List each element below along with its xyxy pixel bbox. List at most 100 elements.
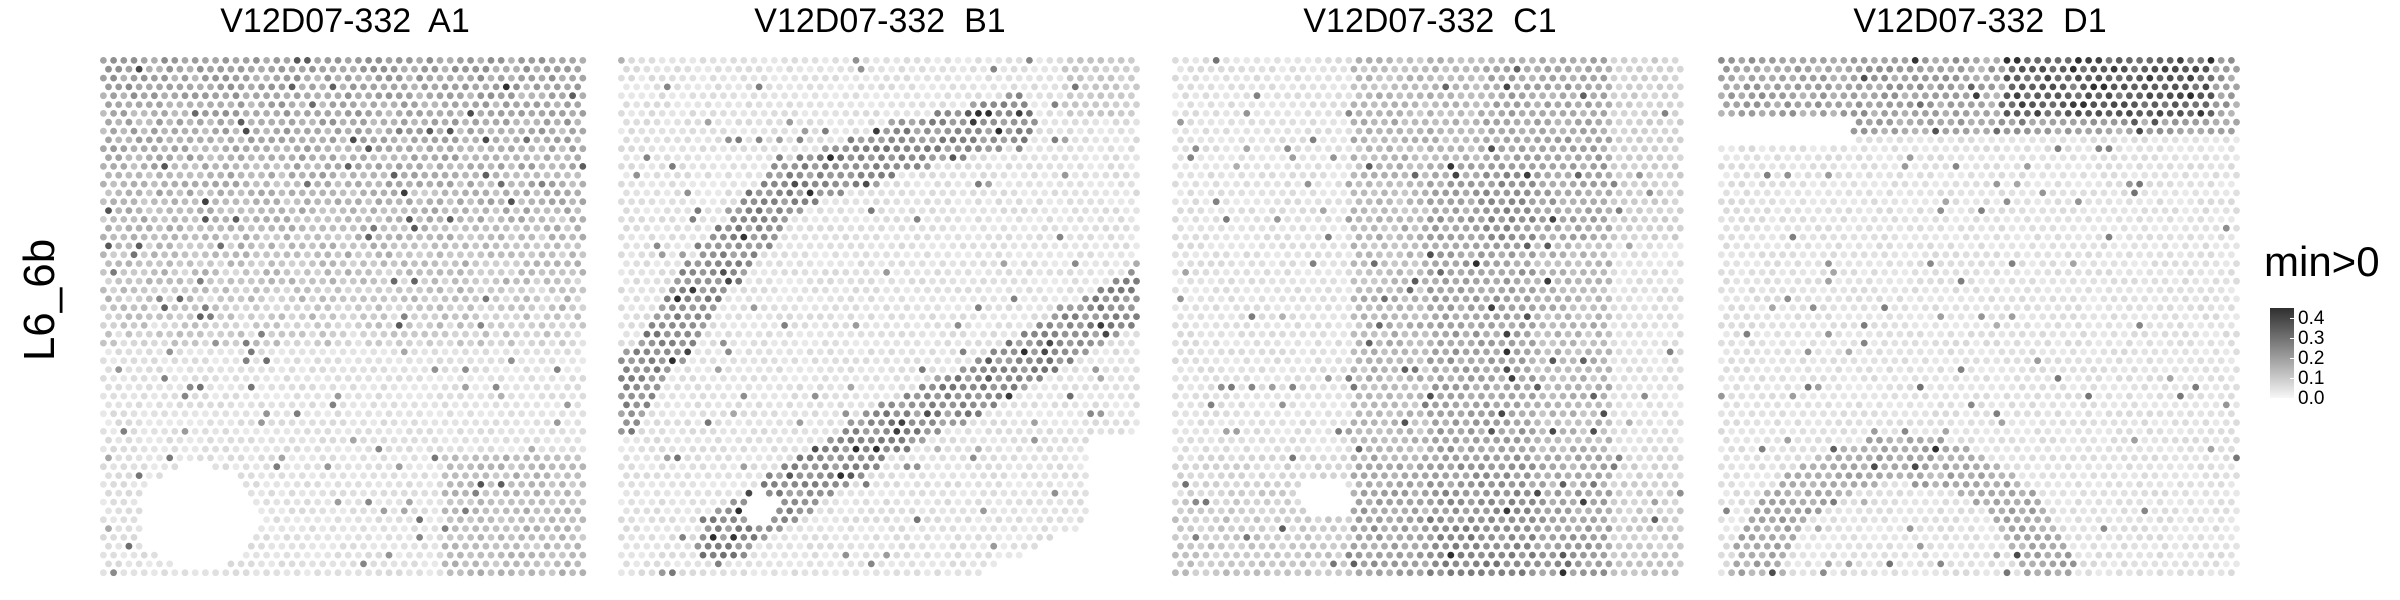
spot-1870 (964, 375, 972, 382)
spot-447 (298, 136, 306, 144)
spot-595 (969, 154, 977, 161)
spot-2217 (867, 436, 875, 444)
spot-1000 (939, 224, 947, 232)
spot-2044 (658, 410, 666, 418)
spot-2122 (939, 419, 947, 426)
spot-342 (196, 118, 204, 126)
spot-1147 (171, 269, 179, 276)
spot-1465 (508, 322, 515, 329)
spot-1806 (110, 392, 117, 400)
spot-1937 (1133, 383, 1140, 391)
spot-681 (806, 171, 814, 179)
spot-2408 (472, 507, 480, 515)
spot-1734 (344, 375, 352, 382)
spot-2166 (862, 428, 870, 435)
spot-2448 (518, 516, 525, 524)
spot-2117 (375, 445, 383, 453)
spot-1121 (1133, 242, 1140, 250)
spot-1856 (135, 401, 143, 409)
spot-778 (283, 198, 291, 206)
spot-1394 (268, 313, 276, 320)
spot-842 (451, 207, 459, 215)
spot-2454 (579, 516, 587, 524)
spot-2302 (518, 481, 525, 488)
spot-2229 (990, 436, 998, 444)
spot-1522 (120, 339, 128, 347)
spot-1792 (451, 383, 459, 391)
spot-287 (949, 101, 957, 108)
spot-2140 (125, 454, 133, 462)
spot-1227 (502, 277, 510, 285)
spot-205 (253, 92, 260, 100)
spot-1756 (842, 357, 850, 365)
spot-906 (135, 224, 143, 232)
spot-1427 (1133, 295, 1140, 303)
spot-1305 (929, 277, 936, 285)
spot-2597 (508, 551, 515, 559)
spot-498 (1020, 136, 1028, 144)
spot-253 (1117, 92, 1125, 100)
spot-1620 (1020, 330, 1028, 338)
spot-1901 (765, 383, 773, 391)
spot-344 (217, 118, 225, 126)
spot-310 (658, 110, 666, 117)
spot-2106 (263, 445, 270, 453)
spot-50 (1128, 57, 1135, 64)
spot-1470 (1046, 304, 1054, 312)
spot-134 (944, 74, 952, 82)
spot-733 (811, 180, 819, 188)
spot-437 (913, 127, 921, 135)
spot-869 (643, 207, 651, 215)
spot-335 (913, 110, 921, 117)
spot-850 (533, 207, 541, 215)
spot-1165 (1056, 251, 1064, 259)
spot-947 (553, 224, 561, 232)
spot-407 (1133, 118, 1140, 126)
spot-315 (406, 110, 413, 117)
spot-1458 (924, 304, 931, 312)
spot-1449 (344, 322, 352, 329)
spot-1172 (1128, 251, 1135, 259)
spot-2693 (569, 569, 576, 577)
spot-2526 (569, 534, 576, 541)
spot-1207 (969, 260, 977, 267)
spot-703 (487, 180, 495, 188)
spot-2127 (990, 419, 998, 426)
spot-2221 (497, 463, 505, 471)
spot-2067 (893, 410, 901, 418)
spot-2209 (786, 436, 794, 444)
spot-675 (202, 180, 209, 188)
spot-691 (365, 180, 372, 188)
spot-1942 (658, 392, 666, 400)
spot-309 (648, 110, 656, 117)
panel-a1 (100, 57, 587, 577)
spot-766 (633, 189, 641, 197)
spot-636 (288, 171, 296, 179)
spot-2459 (258, 525, 265, 532)
spot-750 (482, 189, 490, 197)
spot-456 (390, 136, 398, 144)
spot-2400 (390, 507, 398, 515)
spot-74 (370, 65, 378, 73)
spot-1333 (689, 286, 697, 294)
spot-275 (827, 101, 834, 108)
spot-1914 (242, 410, 250, 418)
spot-754 (523, 189, 531, 197)
spot-1442 (760, 304, 768, 312)
spot-2528 (105, 542, 112, 550)
spot-1275 (623, 277, 630, 285)
spot-297 (222, 110, 230, 117)
spot-1568 (1005, 322, 1013, 329)
spot-1841 (467, 392, 474, 400)
spot-1567 (995, 322, 1003, 329)
spot-1844 (699, 375, 707, 382)
spot-1235 (730, 269, 737, 276)
spot-204 (242, 92, 250, 100)
spot-1395 (806, 295, 814, 303)
spot-1552 (842, 322, 850, 329)
spot-960 (202, 233, 209, 241)
spot-1040 (533, 242, 541, 250)
spot-993 (538, 233, 546, 241)
spot-1044 (574, 242, 582, 250)
spot-1351 (314, 304, 321, 312)
